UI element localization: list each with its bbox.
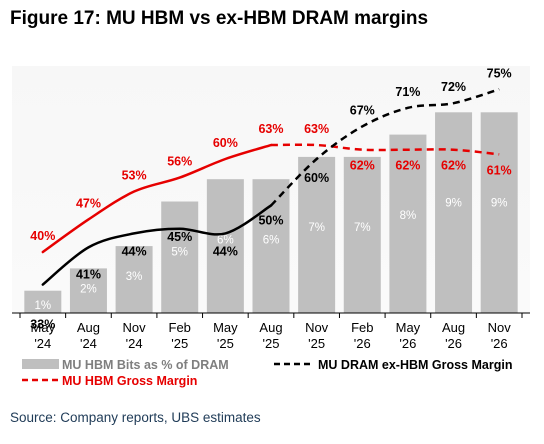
bar-hbm-bits-8 — [389, 134, 427, 313]
x-tick-label-month-4: May — [213, 320, 238, 335]
ex-hbm-margin-label-0: 33% — [30, 318, 55, 332]
ex-hbm-margin-label-8: 71% — [395, 85, 420, 99]
source-note: Source: Company reports, UBS estimates — [10, 410, 261, 425]
legend-swatch-hbm-bits — [22, 359, 59, 369]
x-tick-label-year-9: '26 — [445, 336, 462, 351]
bar-hbm-bits-5 — [252, 179, 290, 313]
x-tick-label-year-0: '24 — [34, 336, 51, 351]
legend-label-hbm-bits: MU HBM Bits as % of DRAM — [62, 358, 229, 372]
ex-hbm-margin-label-1: 41% — [76, 267, 101, 281]
hbm-margin-label-9: 62% — [441, 159, 466, 173]
hbm-gross-margin-line-estimate — [270, 143, 500, 156]
x-tick-label-year-7: '26 — [354, 336, 371, 351]
ex-hbm-margin-label-2: 44% — [122, 244, 147, 258]
x-tick-label-month-5: Aug — [259, 320, 282, 335]
hbm-margin-label-0: 40% — [30, 229, 55, 243]
bar-label-0: 1% — [35, 300, 52, 312]
hbm-margin-label-10: 61% — [487, 163, 512, 177]
ex-hbm-margin-label-4: 44% — [213, 244, 238, 258]
x-tick-label-month-0: May — [31, 320, 56, 335]
bar-hbm-bits-4 — [206, 179, 244, 313]
bar-label-7: 7% — [354, 222, 371, 234]
x-tick-label-month-7: Feb — [351, 320, 373, 335]
hbm-margin-label-6: 63% — [304, 122, 329, 136]
ex-hbm-margin-label-5: 50% — [258, 214, 283, 228]
x-tick-label-year-2: '24 — [126, 336, 143, 351]
x-tick-label-year-6: '25 — [308, 336, 325, 351]
bar-hbm-bits-6 — [298, 156, 336, 313]
x-tick-label-year-3: '25 — [171, 336, 188, 351]
bar-hbm-bits-7 — [343, 156, 381, 313]
hbm-margin-label-2: 53% — [122, 169, 147, 183]
hbm-margin-label-3: 56% — [167, 155, 192, 169]
legend-label-ex-hbm-margin: MU DRAM ex-HBM Gross Margin — [318, 358, 512, 372]
x-tick-label-month-9: Aug — [442, 320, 465, 335]
bar-hbm-bits-2 — [115, 246, 153, 313]
x-tick-label-month-8: May — [396, 320, 421, 335]
bar-hbm-bits-1 — [69, 268, 107, 313]
bar-hbm-bits-3 — [161, 201, 199, 313]
ex-hbm-gross-margin-line-actual — [41, 204, 273, 286]
ex-hbm-margin-label-9: 72% — [441, 80, 466, 94]
x-tick-label-month-1: Aug — [77, 320, 100, 335]
bar-label-4: 6% — [217, 234, 234, 246]
x-tick-label-year-1: '24 — [80, 336, 97, 351]
hbm-margin-label-7: 62% — [350, 159, 375, 173]
x-tick-label-year-5: '25 — [263, 336, 280, 351]
bar-hbm-bits-10 — [480, 112, 518, 313]
hbm-gross-margin-line-actual — [41, 143, 273, 254]
hbm-margin-label-4: 60% — [213, 136, 238, 150]
bar-label-1: 2% — [80, 283, 97, 295]
hbm-margin-label-5: 63% — [258, 122, 283, 136]
bar-label-8: 8% — [400, 210, 417, 222]
ex-hbm-margin-label-10: 75% — [487, 66, 512, 80]
ex-hbm-margin-label-3: 45% — [167, 230, 192, 244]
x-tick-label-year-10: '26 — [491, 336, 508, 351]
figure-title: Figure 17: MU HBM vs ex-HBM DRAM margins — [10, 8, 429, 29]
bar-label-6: 7% — [308, 222, 325, 234]
ex-hbm-margin-label-7: 67% — [350, 103, 375, 117]
legend-label-hbm-margin: MU HBM Gross Margin — [62, 374, 197, 388]
bar-label-10: 9% — [491, 198, 508, 210]
bar-hbm-bits-0 — [24, 290, 62, 313]
x-tick-label-year-4: '25 — [217, 336, 234, 351]
bar-label-5: 6% — [263, 234, 280, 246]
x-tick-label-year-8: '26 — [399, 336, 416, 351]
x-tick-label-month-2: Nov — [123, 320, 147, 335]
bar-label-3: 5% — [171, 247, 188, 259]
ex-hbm-margin-label-6: 60% — [304, 171, 329, 185]
hbm-margin-label-8: 62% — [395, 159, 420, 173]
x-tick-label-month-6: Nov — [305, 320, 329, 335]
bar-hbm-bits-9 — [435, 112, 473, 313]
ex-hbm-gross-margin-line-estimate — [270, 88, 500, 207]
hbm-margin-label-1: 47% — [76, 196, 101, 210]
x-tick-label-month-10: Nov — [488, 320, 512, 335]
bar-label-9: 9% — [445, 198, 462, 210]
x-tick-label-month-3: Feb — [169, 320, 191, 335]
bar-label-2: 3% — [126, 271, 143, 283]
